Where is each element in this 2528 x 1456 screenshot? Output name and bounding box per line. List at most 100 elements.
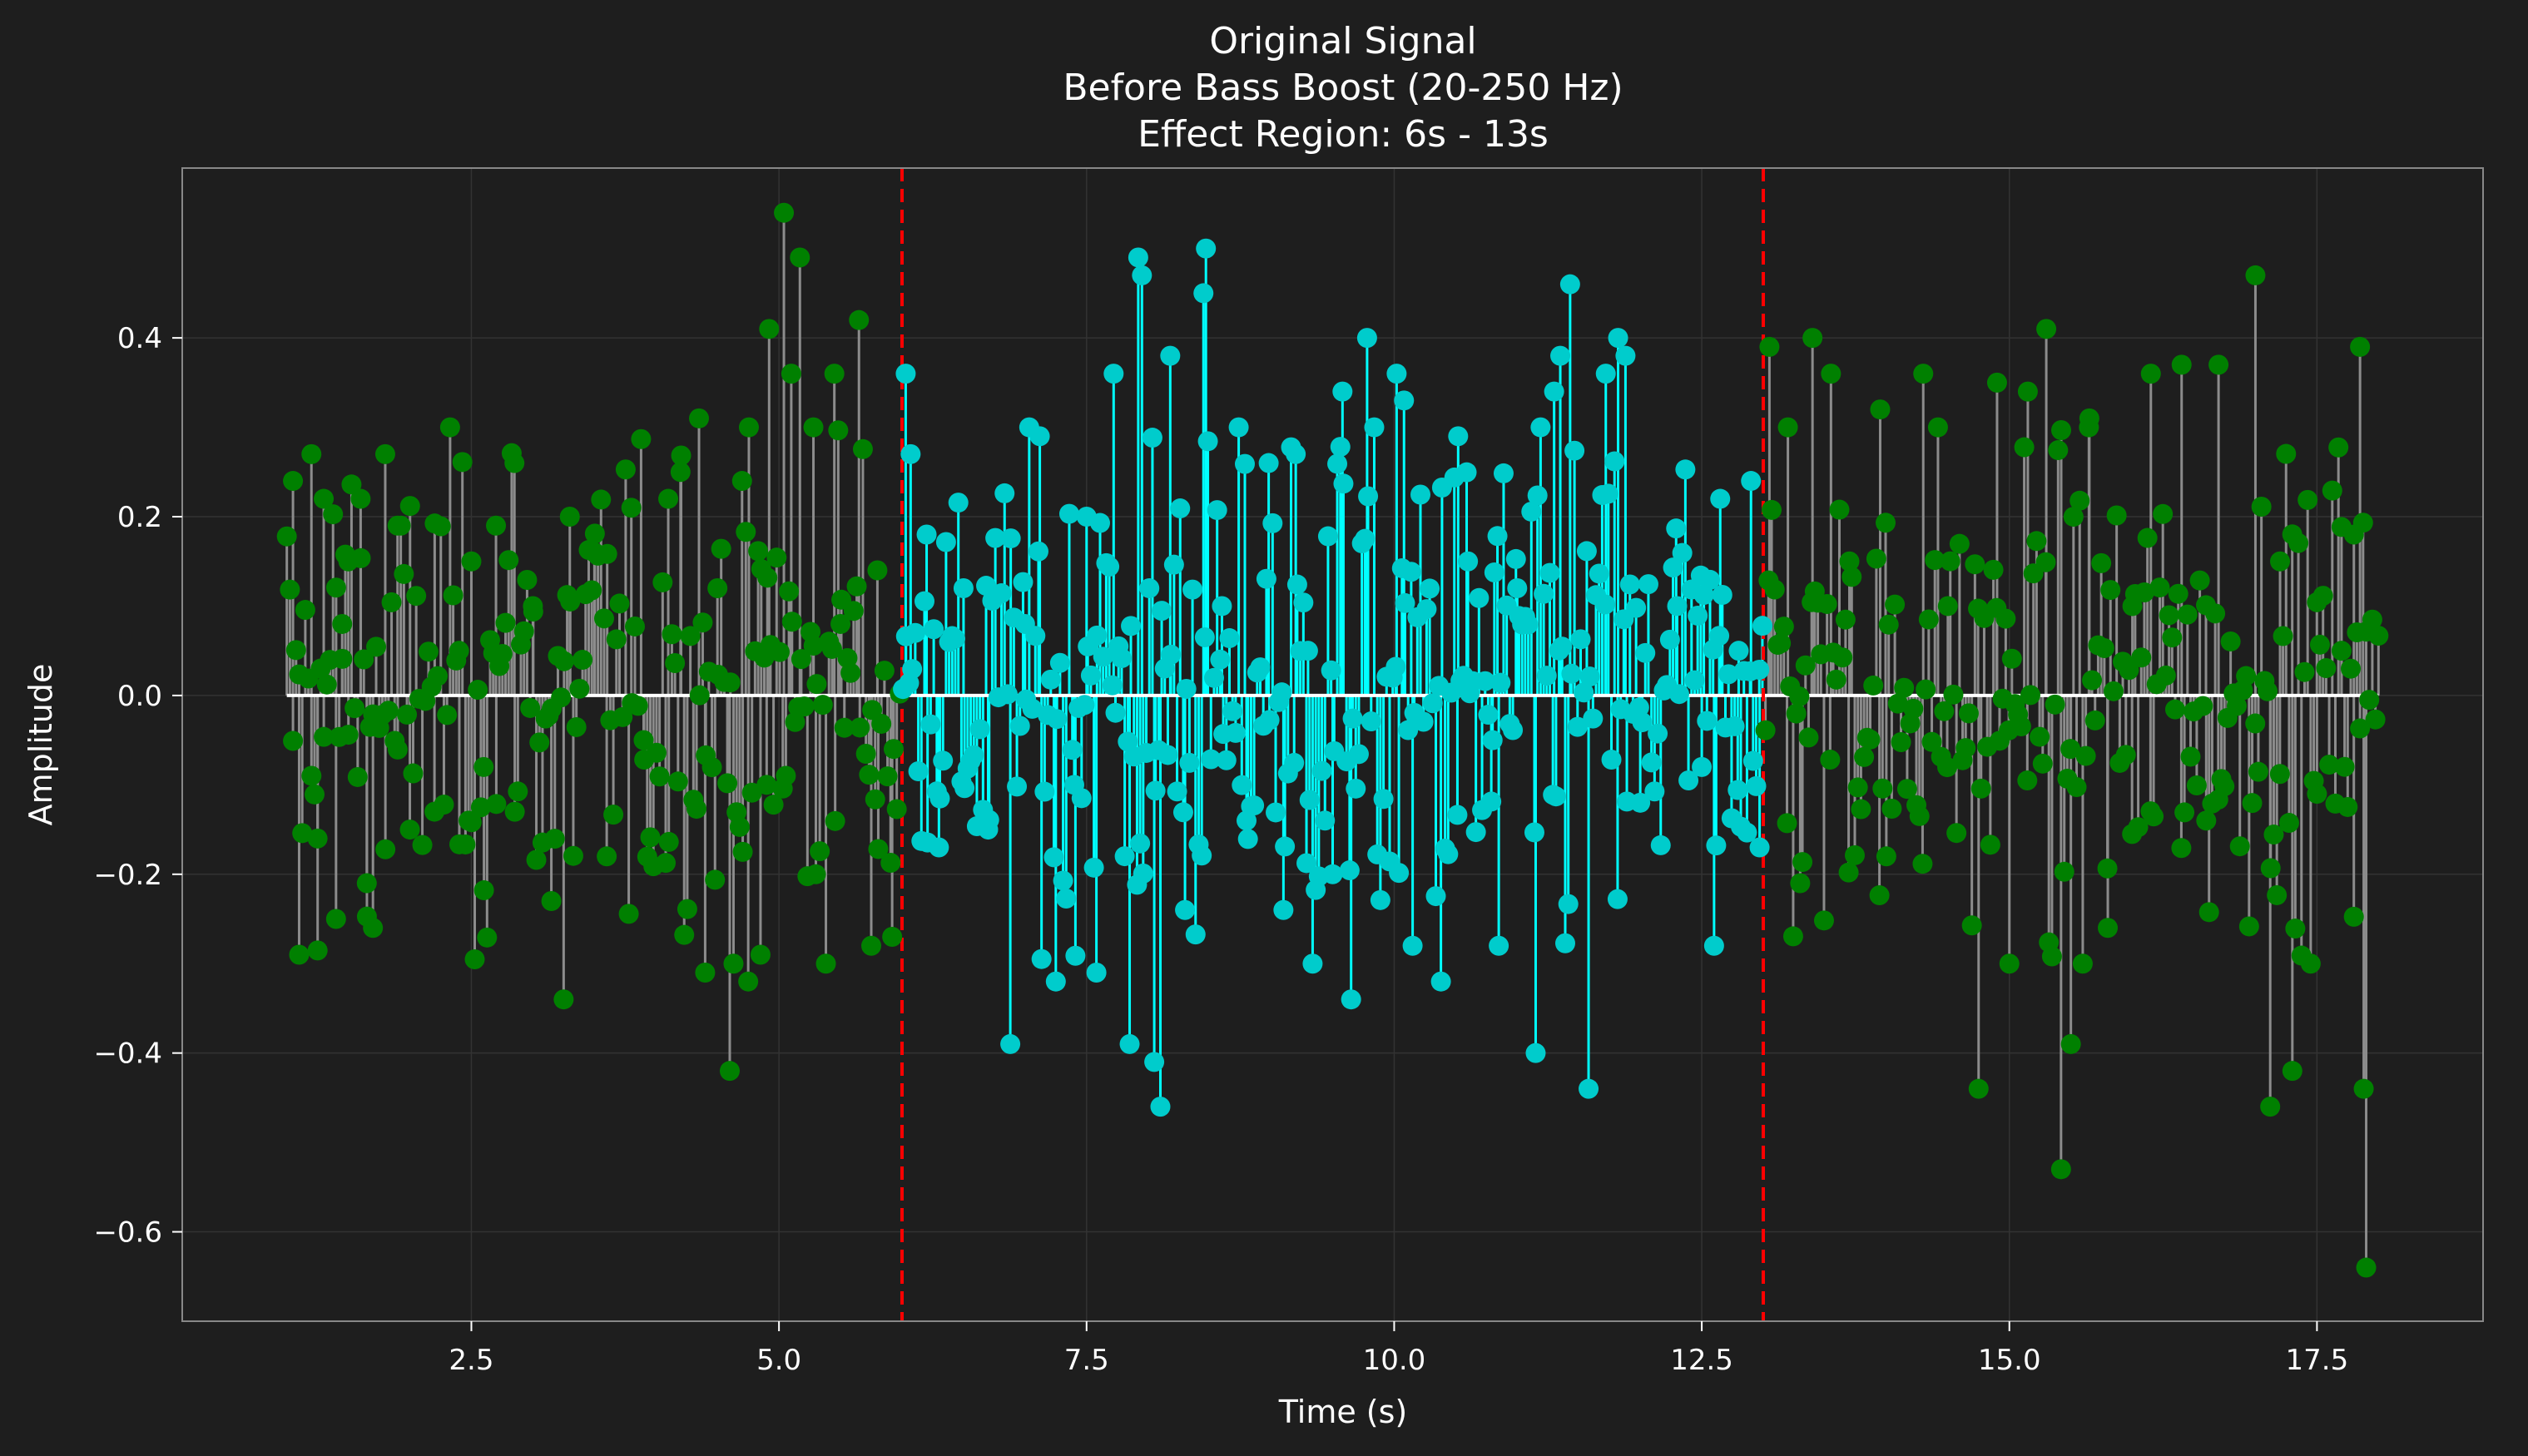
sample-point xyxy=(1934,701,1955,721)
region-sample-point xyxy=(1074,695,1095,716)
region-sample-point xyxy=(1402,935,1423,956)
sample-point xyxy=(868,839,889,859)
sample-point xyxy=(824,364,845,384)
sample-point xyxy=(1937,757,1958,778)
sample-point xyxy=(615,459,636,480)
region-sample-point xyxy=(1648,723,1668,744)
sample-point xyxy=(2258,681,2278,701)
sample-point xyxy=(304,784,325,805)
sample-point xyxy=(776,765,796,786)
sample-point xyxy=(461,812,482,833)
region-sample-point xyxy=(1040,669,1061,690)
sample-point xyxy=(750,944,771,965)
sample-point xyxy=(2353,1078,2374,1099)
sample-point xyxy=(855,744,876,765)
region-sample-point xyxy=(1234,453,1255,474)
sample-point xyxy=(1782,926,1803,947)
sample-point xyxy=(695,962,716,983)
region-sample-point xyxy=(1667,596,1688,617)
sample-point xyxy=(477,927,498,948)
region-sample-point xyxy=(1105,702,1126,723)
region-sample-point xyxy=(1718,664,1739,685)
region-sample-point xyxy=(1678,770,1699,790)
sample-point xyxy=(559,507,580,527)
region-sample-point xyxy=(1490,672,1511,693)
sample-point xyxy=(803,636,824,656)
sample-point xyxy=(1832,647,1853,668)
region-sample-point xyxy=(1507,577,1528,598)
region-sample-point xyxy=(1284,752,1305,773)
sample-point xyxy=(332,648,353,669)
y-tick-label: 0.0 xyxy=(117,680,162,713)
sample-point xyxy=(2205,603,2226,624)
sample-markers xyxy=(276,202,2389,1278)
y-tick-label: 0.2 xyxy=(117,501,162,534)
sample-point xyxy=(1854,746,1875,767)
sample-point xyxy=(2017,770,2038,791)
sample-point xyxy=(2288,532,2309,553)
sample-point xyxy=(2137,527,2158,548)
region-sample-point xyxy=(1163,554,1184,575)
sample-point xyxy=(412,834,433,855)
sample-point xyxy=(1896,779,1917,800)
sample-point xyxy=(1940,551,1960,572)
sample-point xyxy=(2343,524,2364,545)
sample-point xyxy=(2153,503,2174,524)
sample-point xyxy=(665,652,686,673)
region-sample-point xyxy=(1327,453,1348,474)
region-sample-point xyxy=(1194,627,1215,648)
sample-point xyxy=(2208,354,2229,375)
sample-point xyxy=(2189,570,2210,591)
chart-title-line-2: Before Bass Boost (20-250 Hz) xyxy=(1063,67,1623,109)
region-sample-point xyxy=(1013,572,1034,592)
region-sample-point xyxy=(969,719,990,740)
sample-point xyxy=(837,647,858,668)
region-sample-point xyxy=(1521,501,1542,522)
region-sample-point xyxy=(1567,716,1588,737)
region-sample-point xyxy=(1144,1052,1165,1072)
sample-point xyxy=(2220,631,2241,651)
region-sample-point xyxy=(1142,428,1162,448)
region-sample-point xyxy=(1632,712,1653,733)
sample-point xyxy=(2248,761,2268,782)
sample-point xyxy=(374,443,395,464)
sample-point xyxy=(2140,364,2161,384)
sample-point xyxy=(276,526,297,547)
region-sample-point xyxy=(1121,616,1142,636)
region-sample-point xyxy=(1601,750,1622,770)
region-sample-point xyxy=(1398,720,1419,740)
region-sample-point xyxy=(1341,989,1361,1010)
region-sample-point xyxy=(1058,503,1079,524)
region-sample-point xyxy=(1361,711,1381,732)
sample-point xyxy=(1820,750,1841,770)
sample-point xyxy=(625,616,646,636)
sample-point xyxy=(729,816,750,837)
sample-point xyxy=(1762,499,1782,520)
sample-point xyxy=(1790,873,1811,894)
region-sample-point xyxy=(1193,283,1214,304)
region-sample-point xyxy=(1237,829,1258,849)
region-sample-point xyxy=(1579,1078,1599,1099)
region-sample-point xyxy=(1641,752,1662,773)
region-sample-point xyxy=(1544,381,1564,402)
sample-point xyxy=(2054,861,2074,882)
sample-point xyxy=(1918,609,1939,630)
region-sample-point xyxy=(1028,541,1048,562)
sample-point xyxy=(289,944,310,965)
sample-point xyxy=(1965,554,1985,575)
sample-point xyxy=(418,641,439,662)
sample-point xyxy=(723,953,744,974)
sample-point xyxy=(2238,916,2259,937)
sample-point xyxy=(504,453,525,473)
sample-point xyxy=(2298,489,2318,510)
sample-point xyxy=(314,488,335,509)
sample-point xyxy=(1983,559,2004,580)
x-tick-label: 2.5 xyxy=(449,1344,493,1377)
region-sample-point xyxy=(1410,484,1431,505)
sample-point xyxy=(1903,698,1924,719)
region-sample-point xyxy=(1530,417,1551,438)
region-sample-point xyxy=(1275,836,1296,857)
sample-point xyxy=(1887,693,1908,714)
region-sample-point xyxy=(1416,599,1437,620)
sample-point xyxy=(882,927,903,947)
